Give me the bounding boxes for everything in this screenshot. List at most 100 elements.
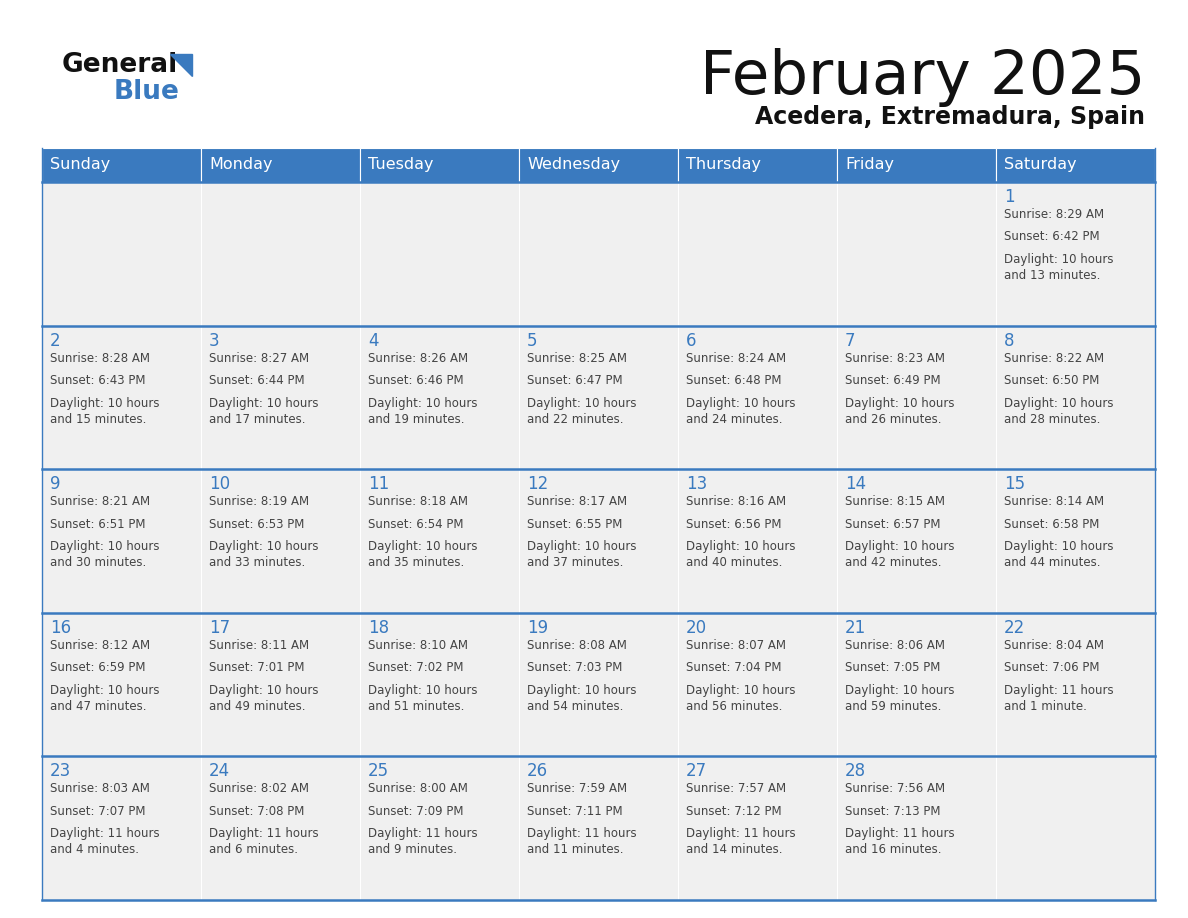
Text: February 2025: February 2025: [700, 48, 1145, 107]
Text: Sunrise: 8:27 AM: Sunrise: 8:27 AM: [209, 352, 309, 364]
Text: Sunrise: 8:03 AM: Sunrise: 8:03 AM: [50, 782, 150, 795]
Text: Sunday: Sunday: [50, 158, 110, 173]
Text: Sunset: 6:44 PM: Sunset: 6:44 PM: [209, 374, 304, 387]
Text: Sunrise: 8:16 AM: Sunrise: 8:16 AM: [685, 495, 786, 509]
Text: Tuesday: Tuesday: [368, 158, 434, 173]
Text: 27: 27: [685, 763, 707, 780]
Bar: [678, 182, 838, 326]
Text: Sunset: 6:48 PM: Sunset: 6:48 PM: [685, 374, 782, 387]
Text: Daylight: 10 hours
and 51 minutes.: Daylight: 10 hours and 51 minutes.: [368, 684, 478, 712]
Bar: [519, 148, 678, 182]
Bar: [838, 756, 996, 900]
Text: Daylight: 10 hours
and 33 minutes.: Daylight: 10 hours and 33 minutes.: [209, 540, 318, 569]
Text: Sunrise: 8:06 AM: Sunrise: 8:06 AM: [845, 639, 944, 652]
Text: Sunset: 7:06 PM: Sunset: 7:06 PM: [1004, 661, 1100, 675]
Bar: [360, 469, 519, 613]
Text: 10: 10: [209, 476, 230, 493]
Polygon shape: [170, 54, 192, 76]
Text: Sunset: 6:58 PM: Sunset: 6:58 PM: [1004, 518, 1099, 531]
Text: Sunset: 7:08 PM: Sunset: 7:08 PM: [209, 805, 304, 818]
Text: 26: 26: [527, 763, 548, 780]
Bar: [201, 182, 360, 326]
Text: Daylight: 10 hours
and 17 minutes.: Daylight: 10 hours and 17 minutes.: [209, 397, 318, 426]
Bar: [42, 326, 201, 469]
Text: Sunset: 7:02 PM: Sunset: 7:02 PM: [368, 661, 463, 675]
Text: 2: 2: [50, 331, 61, 350]
Text: Daylight: 10 hours
and 56 minutes.: Daylight: 10 hours and 56 minutes.: [685, 684, 796, 712]
Text: Saturday: Saturday: [1004, 158, 1076, 173]
Text: Sunset: 7:07 PM: Sunset: 7:07 PM: [50, 805, 145, 818]
Text: Daylight: 10 hours
and 59 minutes.: Daylight: 10 hours and 59 minutes.: [845, 684, 954, 712]
Text: Sunrise: 8:11 AM: Sunrise: 8:11 AM: [209, 639, 309, 652]
Text: Daylight: 11 hours
and 14 minutes.: Daylight: 11 hours and 14 minutes.: [685, 827, 796, 856]
Text: Daylight: 10 hours
and 37 minutes.: Daylight: 10 hours and 37 minutes.: [527, 540, 637, 569]
Text: Sunset: 6:42 PM: Sunset: 6:42 PM: [1004, 230, 1100, 243]
Bar: [678, 469, 838, 613]
Text: Sunset: 7:09 PM: Sunset: 7:09 PM: [368, 805, 463, 818]
Text: Sunset: 6:47 PM: Sunset: 6:47 PM: [527, 374, 623, 387]
Text: 17: 17: [209, 619, 230, 637]
Text: Sunset: 7:04 PM: Sunset: 7:04 PM: [685, 661, 782, 675]
Text: Sunset: 6:46 PM: Sunset: 6:46 PM: [368, 374, 463, 387]
Text: 8: 8: [1004, 331, 1015, 350]
Text: Friday: Friday: [845, 158, 895, 173]
Bar: [42, 613, 201, 756]
Text: 28: 28: [845, 763, 866, 780]
Text: Sunrise: 8:10 AM: Sunrise: 8:10 AM: [368, 639, 468, 652]
Text: Daylight: 10 hours
and 54 minutes.: Daylight: 10 hours and 54 minutes.: [527, 684, 637, 712]
Text: Sunrise: 8:26 AM: Sunrise: 8:26 AM: [368, 352, 468, 364]
Text: Sunset: 7:12 PM: Sunset: 7:12 PM: [685, 805, 782, 818]
Text: Sunset: 7:05 PM: Sunset: 7:05 PM: [845, 661, 941, 675]
Text: Sunset: 6:55 PM: Sunset: 6:55 PM: [527, 518, 623, 531]
Text: 18: 18: [368, 619, 390, 637]
Text: Monday: Monday: [209, 158, 272, 173]
Text: 12: 12: [527, 476, 548, 493]
Bar: [360, 326, 519, 469]
Text: Sunrise: 8:28 AM: Sunrise: 8:28 AM: [50, 352, 150, 364]
Bar: [42, 756, 201, 900]
Bar: [201, 326, 360, 469]
Text: Daylight: 10 hours
and 30 minutes.: Daylight: 10 hours and 30 minutes.: [50, 540, 159, 569]
Text: Daylight: 11 hours
and 1 minute.: Daylight: 11 hours and 1 minute.: [1004, 684, 1113, 712]
Bar: [996, 182, 1155, 326]
Text: 7: 7: [845, 331, 855, 350]
Text: 19: 19: [527, 619, 548, 637]
Bar: [838, 469, 996, 613]
Bar: [996, 148, 1155, 182]
Text: Sunrise: 8:24 AM: Sunrise: 8:24 AM: [685, 352, 786, 364]
Text: 21: 21: [845, 619, 866, 637]
Bar: [996, 326, 1155, 469]
Text: 25: 25: [368, 763, 390, 780]
Bar: [360, 148, 519, 182]
Text: Sunrise: 8:07 AM: Sunrise: 8:07 AM: [685, 639, 786, 652]
Text: 15: 15: [1004, 476, 1025, 493]
Text: Sunrise: 8:14 AM: Sunrise: 8:14 AM: [1004, 495, 1104, 509]
Bar: [678, 613, 838, 756]
Text: Sunrise: 7:56 AM: Sunrise: 7:56 AM: [845, 782, 946, 795]
Text: Sunrise: 8:19 AM: Sunrise: 8:19 AM: [209, 495, 309, 509]
Text: Daylight: 10 hours
and 40 minutes.: Daylight: 10 hours and 40 minutes.: [685, 540, 796, 569]
Text: Daylight: 11 hours
and 6 minutes.: Daylight: 11 hours and 6 minutes.: [209, 827, 318, 856]
Text: 3: 3: [209, 331, 220, 350]
Bar: [996, 613, 1155, 756]
Bar: [519, 182, 678, 326]
Bar: [838, 613, 996, 756]
Text: Wednesday: Wednesday: [527, 158, 620, 173]
Text: Sunrise: 8:29 AM: Sunrise: 8:29 AM: [1004, 208, 1104, 221]
Text: Daylight: 10 hours
and 19 minutes.: Daylight: 10 hours and 19 minutes.: [368, 397, 478, 426]
Bar: [519, 469, 678, 613]
Text: Daylight: 10 hours
and 35 minutes.: Daylight: 10 hours and 35 minutes.: [368, 540, 478, 569]
Text: 23: 23: [50, 763, 71, 780]
Bar: [678, 326, 838, 469]
Text: Sunrise: 8:18 AM: Sunrise: 8:18 AM: [368, 495, 468, 509]
Text: Sunrise: 8:04 AM: Sunrise: 8:04 AM: [1004, 639, 1104, 652]
Text: Sunrise: 8:12 AM: Sunrise: 8:12 AM: [50, 639, 150, 652]
Text: Sunrise: 7:57 AM: Sunrise: 7:57 AM: [685, 782, 786, 795]
Text: Sunset: 6:57 PM: Sunset: 6:57 PM: [845, 518, 941, 531]
Text: Daylight: 10 hours
and 42 minutes.: Daylight: 10 hours and 42 minutes.: [845, 540, 954, 569]
Text: Sunset: 6:50 PM: Sunset: 6:50 PM: [1004, 374, 1099, 387]
Bar: [360, 756, 519, 900]
Bar: [519, 613, 678, 756]
Text: Daylight: 11 hours
and 11 minutes.: Daylight: 11 hours and 11 minutes.: [527, 827, 637, 856]
Bar: [201, 148, 360, 182]
